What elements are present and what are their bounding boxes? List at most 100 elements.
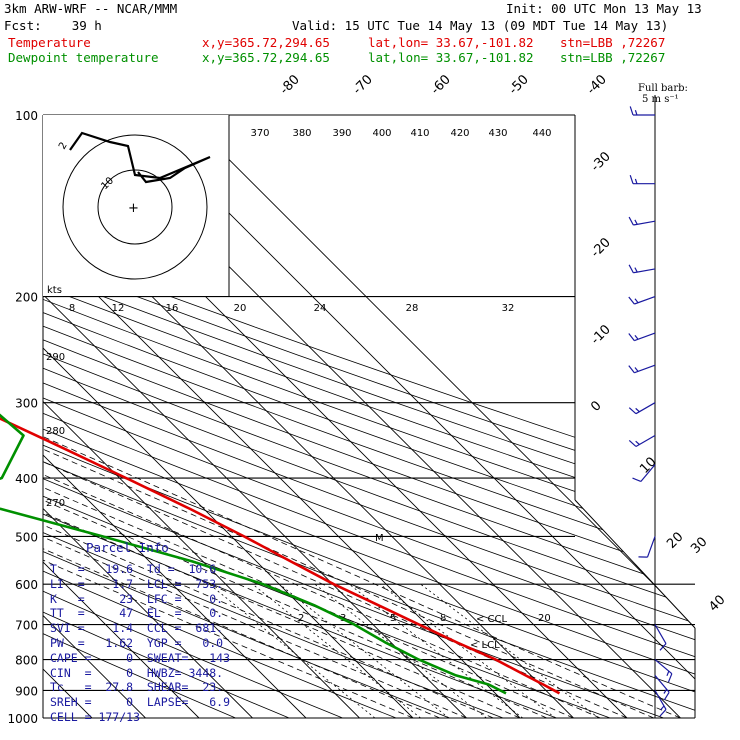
isotherm-label: -80 (277, 72, 303, 98)
barb-shaft (654, 659, 673, 675)
valid-time: Valid: 15 UTC Tue 14 May 13 (09 MDT Tue … (292, 18, 669, 33)
parcel-row: CAPE = 0 SWEAT= 143 (50, 650, 231, 665)
theta-e-label: 380 (292, 128, 311, 139)
temp-xy: x,y=365.72,294.65 (202, 35, 330, 50)
dry-adiabat (43, 115, 695, 718)
mixing-ratio-label: 20 (538, 613, 551, 624)
parcel-row: PW = 1.62 YGP = 0.0 (50, 636, 224, 650)
dry-adiabat (43, 115, 695, 718)
pressure-label-1000: 1000 (7, 712, 38, 726)
dry-adiabat (43, 115, 695, 718)
hodograph-ring (62, 134, 208, 280)
isotherm-label: 10 (637, 455, 659, 477)
dry-adiabat (43, 115, 695, 718)
hodo-ring-label: 16 (166, 303, 179, 314)
wind-barb (628, 332, 656, 342)
barb-flag (635, 407, 640, 413)
moist-adiabat (43, 220, 681, 718)
moist-adiabat (43, 220, 601, 718)
wind-barbs (628, 106, 673, 717)
dry-adiabat (43, 115, 266, 718)
wind-barb (632, 464, 656, 483)
barb-flag (663, 691, 670, 701)
wind-barb (638, 536, 656, 558)
pressure-label-200: 200 (15, 291, 38, 305)
barb-flag (634, 334, 639, 340)
moist-adiabat (43, 220, 494, 718)
moist-adiabat (43, 220, 654, 718)
dry-adiabat (43, 115, 321, 718)
pressure-label-700: 700 (15, 619, 38, 633)
dewpoint-legend: Dewpoint temperature (8, 50, 159, 65)
moist-adiabat (43, 220, 440, 718)
isotherm (43, 115, 307, 718)
parcel-row: T = 19.6 Td = 10.6 (50, 562, 217, 576)
isotherm-label: -50 (506, 72, 532, 98)
dew-latlon: lat,lon= 33.67,-101.82 (368, 50, 534, 65)
isotherm (43, 115, 467, 718)
wind-barb (654, 624, 667, 651)
hodograph-center: + (128, 201, 139, 216)
isotherm (43, 115, 200, 718)
moist-adiabat (43, 220, 414, 718)
mixing-ratio-label: 8 (440, 613, 446, 624)
hodo-ring-label: 12 (112, 303, 125, 314)
isotherm (43, 115, 146, 718)
isotherm (43, 115, 521, 718)
pressure-label-600: 600 (15, 578, 38, 592)
dry-adiabat (43, 115, 375, 718)
dry-adiabat (43, 115, 695, 718)
isotherm-label: 20 (664, 530, 686, 552)
wind-barb (629, 106, 655, 116)
barb-flag (635, 440, 640, 445)
dry-adiabat (43, 115, 483, 718)
barb-shaft (634, 364, 656, 374)
hodo-units: kts (47, 285, 62, 296)
theta-label: 290 (46, 352, 65, 363)
hodo-ring-label: 32 (502, 303, 515, 314)
mixing-ratio-label: 2 (298, 613, 304, 624)
wind-barb (628, 364, 656, 374)
isotherm-label: -20 (588, 235, 614, 261)
dry-adiabat (43, 115, 695, 718)
mixing-ratio-line (209, 583, 376, 718)
annotation-ccl: < CCL (476, 614, 508, 625)
barb-flag (628, 440, 637, 447)
mixing-ratio-line (420, 583, 600, 718)
mixing-ratio-line (252, 583, 421, 718)
barb-flag (663, 688, 668, 694)
theta-e-label: 440 (532, 128, 551, 139)
pressure-label-900: 900 (15, 684, 38, 698)
parcel-row: SREH = 0 LAPSE= 6.9 (50, 695, 231, 710)
barb-flag (634, 298, 639, 304)
wind-barb (654, 675, 670, 701)
init-time: Init: 00 UTC Mon 13 May 13 (506, 1, 702, 16)
parcel-row: Tc = 27.8 SHEAR= 23. (50, 680, 224, 695)
barb-flag (628, 264, 634, 274)
dry-adiabat (43, 115, 429, 718)
barb-shaft (635, 434, 656, 448)
parcel-row: CELL = 177/13 (50, 710, 141, 724)
barb-shaft (640, 464, 656, 482)
isotherm (130, 115, 695, 718)
dry-adiabat (43, 115, 695, 718)
isotherm-label: 40 (706, 593, 728, 615)
wind-barb (628, 402, 656, 415)
pressure-label-500: 500 (15, 530, 38, 544)
barb-shaft (654, 624, 667, 644)
isotherm-label: -40 (584, 72, 610, 98)
barb-shaft (635, 402, 656, 415)
barb-flag (628, 216, 634, 226)
wind-barb (628, 264, 656, 274)
annotation-m: M (375, 533, 384, 544)
isotherm-label: -30 (588, 149, 614, 175)
wind-barb (654, 690, 667, 717)
moist-adiabats (43, 220, 681, 718)
pressure-label-400: 400 (15, 472, 38, 486)
dewpoint-profile (0, 413, 507, 695)
dry-adiabat (43, 115, 695, 718)
barb-shaft (654, 675, 670, 693)
hodo-ring-label: 28 (406, 303, 419, 314)
dry-adiabat (43, 115, 695, 718)
